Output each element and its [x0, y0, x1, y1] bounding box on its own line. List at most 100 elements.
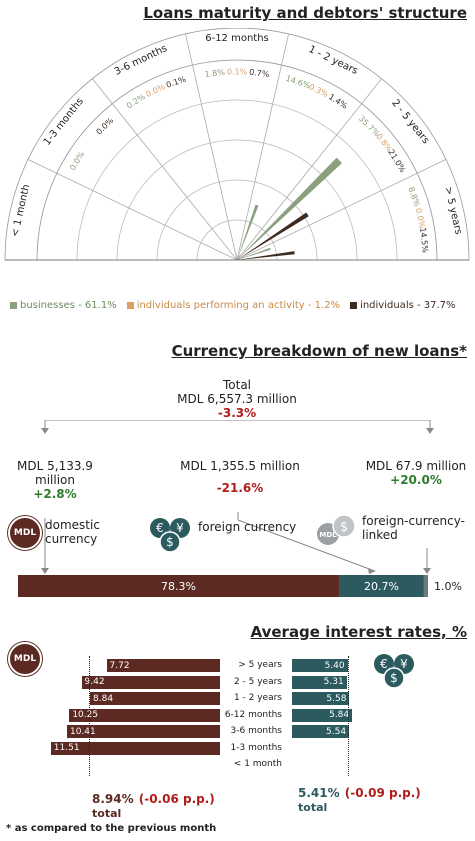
fx-rate-bar: 5.58	[292, 692, 350, 705]
svg-text:$: $	[390, 671, 398, 685]
mdl-total-block: 8.94% (-0.06 p.p.) total	[92, 788, 215, 820]
radial-value-label: 14.5%	[418, 227, 430, 254]
currency-stack-segment	[423, 575, 428, 597]
radial-ring	[116, 139, 358, 261]
rate-category-label: 3-6 months	[230, 726, 282, 736]
linked-amount-block: MDL 67.9 million +20.0%	[360, 459, 472, 487]
mdl-total: 8.94%	[92, 792, 134, 806]
mdl-total-change: (-0.06 p.p.)	[138, 792, 215, 806]
rate-category-label: 1-3 months	[230, 742, 282, 753]
radial-spoke	[92, 78, 238, 261]
mdl-rate-bar: 8.84	[90, 692, 220, 705]
currency-stacked-bar: 78.3% 20.7% 1.0%	[18, 575, 462, 597]
currency-stack-label: 78.3%	[161, 580, 196, 593]
radial-bar	[237, 251, 295, 260]
legend-item-individuals-activity: individuals performing an activity - 1.2…	[126, 300, 340, 311]
radial-bar	[237, 258, 238, 260]
radial-ring	[196, 219, 278, 261]
mdl-total-word: total	[92, 807, 122, 820]
mdl-coin-icon: MDL	[8, 516, 42, 550]
fx-total-block: 5.41% (-0.09 p.p.) total	[298, 782, 421, 814]
radial-bar	[237, 247, 271, 260]
interest-rates-title: Average interest rates, %	[250, 623, 467, 641]
rate-category-label: 1 - 2 years	[233, 693, 282, 703]
mdl-rate-bar: 11.51	[50, 741, 220, 755]
rate-category-label: < 1 month	[233, 759, 282, 769]
svg-text:€: €	[380, 657, 388, 671]
domestic-label: domestic currency	[45, 518, 100, 546]
currency-stack-label: 20.7%	[364, 580, 399, 593]
radial-bar	[237, 255, 241, 260]
radial-ring	[156, 179, 318, 261]
fx-rate-bar: 5.40	[292, 659, 348, 672]
fx-total: 5.41%	[298, 786, 340, 800]
fx-rate-bar: 5.31	[292, 675, 347, 689]
currency-stack-label: 1.0%	[434, 580, 462, 593]
mdl-rate-bar: 9.42	[81, 675, 220, 689]
foreign-amount: MDL 1,355.5 million	[180, 459, 300, 473]
foreign-amount-block: MDL 1,355.5 million -21.6%	[180, 459, 300, 495]
svg-text:$: $	[340, 520, 348, 535]
currency-coins-icon: € ¥ $	[150, 518, 190, 552]
radial-chart-title: Loans maturity and debtors' structure	[143, 4, 467, 22]
linked-change: +20.0%	[390, 473, 442, 487]
radial-value-label: 0.7%	[249, 68, 271, 79]
fx-rates-icon: € ¥ $	[374, 654, 414, 688]
fx-total-word: total	[298, 801, 328, 814]
domestic-change: +2.8%	[33, 487, 77, 501]
rate-category-label: 2 - 5 years	[233, 676, 282, 687]
domestic-amount: MDL 5,133.9 million	[17, 459, 93, 487]
fx-total-change: (-0.09 p.p.)	[344, 786, 421, 800]
legend-item-individuals: individuals - 37.7%	[350, 300, 456, 311]
total-label: Total	[222, 378, 252, 392]
domestic-amount-block: MDL 5,133.9 million +2.8%	[0, 459, 110, 501]
foreign-label: foreign currency	[198, 520, 297, 534]
mdl-rate-bar: 7.72	[106, 659, 220, 672]
legend-item-businesses: businesses - 61.1%	[10, 300, 117, 311]
currency-stack-segment	[339, 575, 424, 597]
radial-value-label: 0.0%	[414, 207, 427, 229]
footnote: * as compared to the previous month	[6, 823, 217, 834]
radial-value-label: 1.8%	[204, 68, 226, 79]
linked-amount: MDL 67.9 million	[365, 459, 467, 473]
total-change: -3.3%	[217, 406, 257, 420]
total-block: Total MDL 6,557.3 million -3.3%	[137, 378, 337, 420]
radial-spoke	[236, 78, 382, 261]
radial-bar	[237, 157, 342, 260]
currency-stack-segment	[18, 575, 340, 597]
radial-legend: businesses - 61.1% individuals performin…	[10, 300, 456, 311]
radial-spoke	[27, 158, 238, 261]
radial-bar	[237, 212, 309, 260]
fx-rate-bar: 5.84	[292, 708, 353, 722]
fx-average-line	[347, 656, 349, 776]
radial-ring	[76, 99, 398, 261]
currency-connectors	[41, 420, 434, 574]
rate-category-label: 6-12 months	[224, 709, 282, 720]
svg-text:€: €	[156, 521, 164, 535]
radial-category-label: 6-12 months	[205, 33, 269, 44]
svg-text:¥: ¥	[176, 521, 184, 535]
mdl-rates-icon: MDL	[8, 642, 42, 676]
total-value: MDL 6,557.3 million	[177, 392, 297, 406]
radial-spoke	[236, 33, 290, 261]
mdl-average-line	[88, 656, 90, 776]
mdl-rate-bar: 10.25	[69, 708, 220, 722]
radial-bar	[236, 252, 237, 260]
radial-bar	[237, 204, 259, 260]
svg-text:$: $	[166, 535, 174, 549]
fx-rate-bar: 5.54	[292, 725, 350, 738]
currency-breakdown-title: Currency breakdown of new loans*	[171, 342, 467, 360]
radial-spoke	[184, 33, 238, 261]
radial-value-label: 0.1%	[227, 68, 248, 77]
foreign-change: -21.6%	[216, 481, 264, 495]
linked-coins-icon: MDL $	[317, 514, 356, 545]
radial-spoke	[236, 158, 447, 261]
svg-text:MDL: MDL	[319, 531, 337, 539]
radial-outer-band	[4, 28, 470, 261]
svg-text:¥: ¥	[400, 657, 408, 671]
mdl-rate-bar: 10.41	[66, 725, 220, 738]
linked-label: foreign-currency-linked	[362, 514, 465, 542]
radial-bar	[237, 257, 240, 260]
